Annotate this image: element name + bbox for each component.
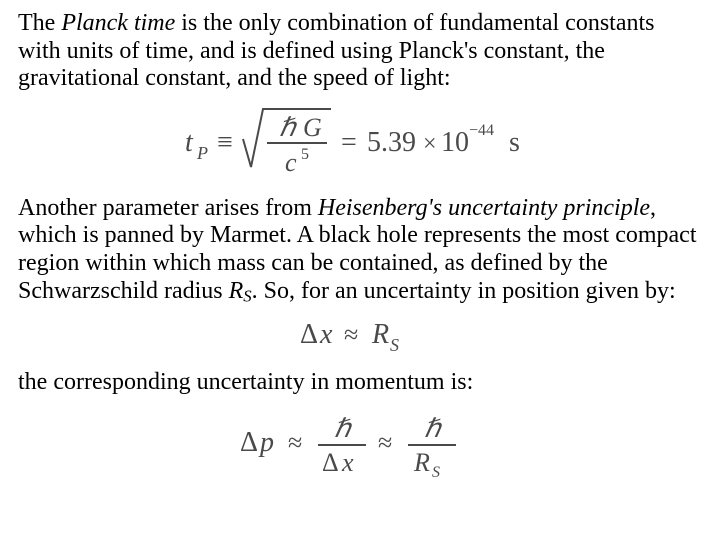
sym-R-2: R	[413, 448, 430, 477]
sym-x2: x	[341, 448, 354, 477]
sym-delta-x: Δ	[300, 319, 318, 350]
formula-delta-x: Δ x ≈ R S	[18, 315, 702, 355]
sym-c: c	[285, 148, 297, 177]
sym-t: t	[185, 127, 194, 158]
paragraph-momentum: the corresponding uncertainty in momentu…	[18, 369, 702, 397]
sym-delta-x2: Δ	[322, 448, 339, 477]
sym-R-1: R	[371, 319, 389, 350]
term-heisenberg: Heisenberg's uncertainty principle	[318, 195, 650, 221]
sym-equiv: ≡	[217, 127, 233, 158]
sym-t-sub: P	[196, 143, 208, 163]
sym-times: ×	[423, 131, 437, 157]
term-planck-time: Planck time	[61, 10, 175, 36]
val-exp: −44	[469, 122, 494, 139]
para1-pre: The	[18, 10, 61, 36]
sym-G: G	[303, 113, 322, 142]
para2-pre: Another parameter arises from	[18, 195, 318, 221]
paragraph-planck-time: The Planck time is the only combination …	[18, 10, 702, 93]
unit-s: s	[509, 127, 520, 158]
sym-hbar: ℏ	[279, 113, 298, 142]
para2-post: . So, for an uncertainty in position giv…	[252, 278, 676, 304]
sym-S-1: S	[390, 335, 399, 355]
sym-rs-inline: RS	[229, 278, 252, 304]
sym-c-exp: 5	[301, 146, 309, 163]
sym-approx-1: ≈	[344, 320, 358, 349]
sym-hbar-3: ℏ	[424, 414, 443, 443]
sym-delta-p: Δ	[240, 427, 258, 458]
paragraph-heisenberg: Another parameter arises from Heisenberg…	[18, 195, 702, 305]
para3: the corresponding uncertainty in momentu…	[18, 369, 473, 395]
sym-eq: =	[341, 127, 357, 158]
sym-x: x	[319, 319, 333, 350]
sym-approx-3: ≈	[378, 428, 392, 457]
sym-S-2: S	[432, 464, 440, 479]
formula-planck-time: t P ≡ ℏ G c 5 = 5.39 × 10 −44 s	[18, 103, 702, 181]
val-10: 10	[441, 127, 469, 158]
val-5.39: 5.39	[367, 127, 416, 158]
sym-p: p	[258, 427, 274, 458]
sym-hbar-2: ℏ	[334, 414, 353, 443]
formula-delta-p: Δ p ≈ ℏ Δ x ≈ ℏ R S	[18, 407, 702, 479]
sym-approx-2: ≈	[288, 428, 302, 457]
